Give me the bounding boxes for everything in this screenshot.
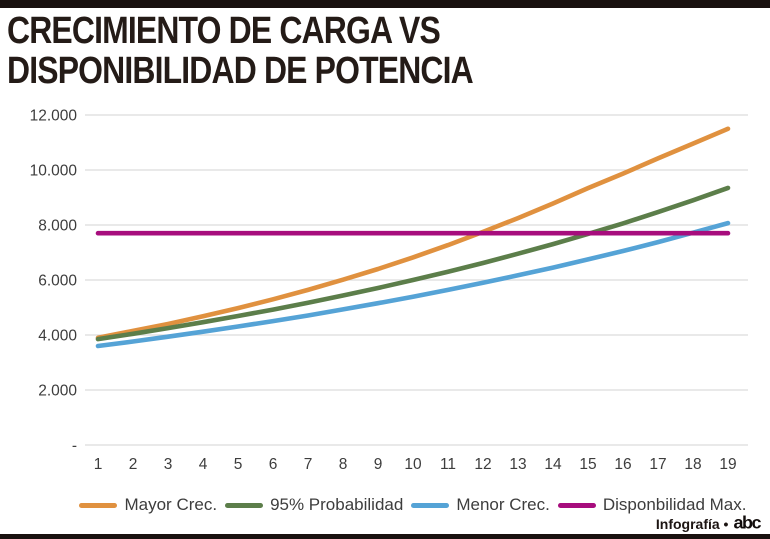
chart-area: 12.000 10.000 8.000 6.000 4.000 2.000-1 2 3 4 5 6 7…	[0, 95, 770, 485]
legend-label: Mayor Crec.	[124, 495, 218, 514]
chart-title-line2: DISPONIBILIDAD DE POTENCIA	[7, 50, 474, 92]
series-line-mayor-crec-	[95, 126, 731, 341]
series-line-menor-crec-	[95, 220, 731, 349]
bottom-accent-bar	[0, 534, 770, 539]
legend-label: Menor Crec.	[456, 495, 550, 514]
chart-title-line1: CRECIMIENTO DE CARGA VS	[7, 10, 441, 52]
x-tick-label: 12	[474, 456, 491, 473]
y-tick-label: 10.000	[30, 163, 78, 180]
y-tick-label: 2.000	[38, 383, 77, 400]
y-tick-label: 8.000	[38, 218, 77, 235]
legend-dash	[557, 502, 596, 508]
x-tick-label: 2	[129, 456, 138, 473]
x-tick-label: 18	[684, 456, 701, 473]
chart-legend: Mayor Crec. 95% Probabilidad Menor Crec.…	[0, 492, 770, 518]
x-tick-label: 16	[614, 456, 631, 473]
legend-dash	[225, 502, 264, 508]
x-tick-label: 5	[234, 456, 243, 473]
x-tick-label: 4	[199, 456, 208, 473]
x-tick-label: 11	[440, 456, 456, 473]
legend-dash	[79, 502, 118, 508]
legend-label: 95% Probabilidad	[270, 495, 404, 514]
x-tick-label: 15	[579, 456, 596, 473]
abc-color-logo: abc	[733, 513, 761, 533]
series-line-95-probabilidad	[95, 185, 731, 342]
x-tick-label: 6	[269, 456, 278, 473]
legend-label: Disponbilidad Max.	[602, 495, 747, 514]
y-tick-label: 6.000	[38, 273, 77, 290]
legend-dash	[411, 502, 450, 508]
x-tick-label: 3	[164, 456, 173, 473]
legend-item-disponbilidad-max: Disponbilidad Max.	[557, 495, 747, 515]
x-tick-label: 10	[404, 456, 422, 473]
x-tick-label: 17	[649, 456, 666, 473]
x-tick-label: 7	[304, 456, 313, 473]
x-tick-label: 13	[509, 456, 526, 473]
x-tick-label: 19	[719, 456, 736, 473]
legend-item-95-probabilidad: 95% Probabilidad	[225, 495, 403, 515]
x-tick-label: 8	[339, 456, 348, 473]
x-tick-label: 14	[544, 456, 562, 473]
top-accent-bar	[0, 0, 770, 8]
x-tick-label: 9	[374, 456, 383, 473]
x-tick-label: 1	[94, 456, 103, 473]
y-tick-label: 12.000	[30, 108, 78, 125]
page-title: CRECIMIENTO DE CARGA VS DISPONIBILIDAD D…	[7, 10, 474, 92]
y-tick-label: 4.000	[38, 328, 77, 345]
infografia-credit: Infografía •	[655, 515, 729, 532]
legend-item-mayor-crec: Mayor Crec.	[79, 495, 217, 515]
y-tick-label: -	[72, 438, 77, 455]
credit-line: Infografía • abc	[655, 513, 762, 534]
legend-item-menor-crec: Menor Crec.	[411, 495, 550, 515]
